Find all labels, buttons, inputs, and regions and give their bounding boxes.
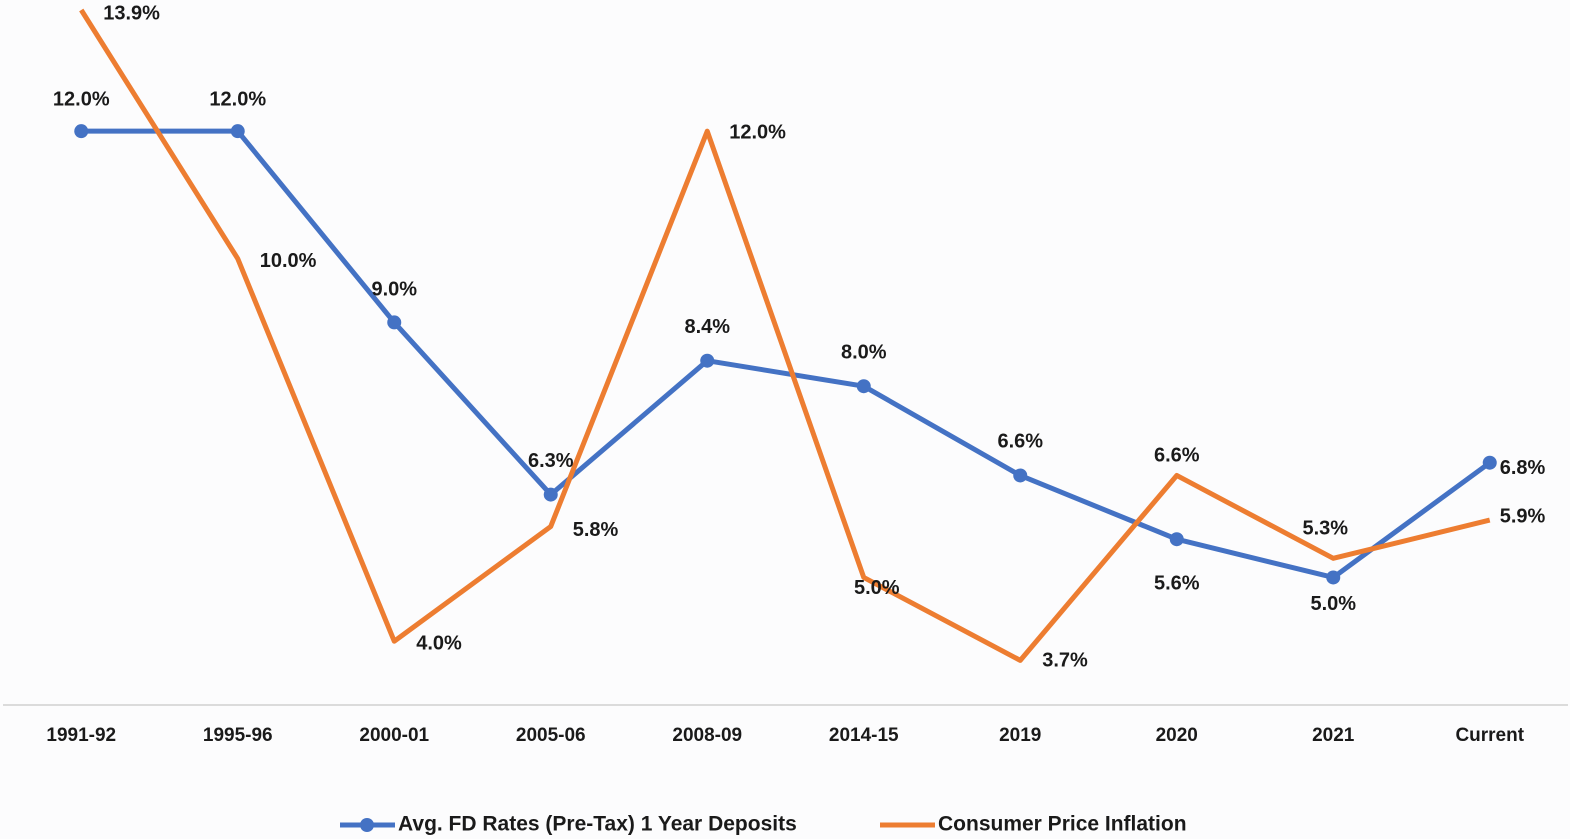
- data-label: 3.7%: [1042, 650, 1088, 672]
- data-label: 6.6%: [997, 431, 1043, 453]
- x-tick-label: Current: [1455, 725, 1524, 746]
- x-tick-label: 1995-96: [203, 725, 273, 746]
- data-label: 4.0%: [416, 633, 462, 655]
- series-line: [81, 128, 1492, 580]
- data-label: 5.6%: [1154, 573, 1200, 595]
- data-label: 12.0%: [209, 88, 266, 110]
- data-label: 5.0%: [854, 577, 900, 599]
- data-label: 10.0%: [260, 250, 317, 272]
- data-label: 8.4%: [684, 316, 730, 338]
- data-label: 6.3%: [528, 450, 574, 472]
- marker: [543, 487, 558, 502]
- data-label: 12.0%: [729, 121, 786, 143]
- x-tick-label: 2021: [1312, 725, 1355, 746]
- data-label: 13.9%: [103, 2, 160, 24]
- data-label: 5.0%: [1310, 593, 1356, 615]
- x-tick-label: 1991-92: [46, 725, 116, 746]
- data-label: 9.0%: [371, 279, 417, 301]
- marker: [1169, 532, 1184, 547]
- marker: [1326, 570, 1341, 585]
- series-line: [79, 8, 1491, 663]
- x-tick-label: 2000-01: [359, 725, 429, 746]
- data-label: 5.9%: [1500, 505, 1546, 527]
- legend-label: Avg. FD Rates (Pre-Tax) 1 Year Deposits: [398, 813, 797, 836]
- marker: [856, 379, 871, 394]
- data-label: 5.3%: [1302, 518, 1348, 540]
- data-label: 6.6%: [1154, 445, 1200, 467]
- legend-label: Consumer Price Inflation: [938, 813, 1187, 836]
- legend-marker: [360, 818, 374, 832]
- marker: [700, 353, 715, 368]
- marker: [387, 315, 402, 330]
- x-tick-label: 2020: [1156, 725, 1198, 746]
- x-tick-label: 2014-15: [829, 725, 899, 746]
- data-label: 12.0%: [53, 88, 110, 110]
- marker: [1482, 455, 1497, 470]
- data-label: 8.0%: [841, 341, 887, 363]
- marker: [74, 124, 89, 139]
- marker: [1013, 468, 1028, 483]
- x-tick-label: 2005-06: [516, 725, 586, 746]
- x-tick-label: 2008-09: [672, 725, 742, 746]
- marker: [230, 124, 245, 139]
- data-label: 5.8%: [573, 519, 619, 541]
- data-label: 6.8%: [1500, 457, 1546, 479]
- x-tick-label: 2019: [999, 725, 1041, 746]
